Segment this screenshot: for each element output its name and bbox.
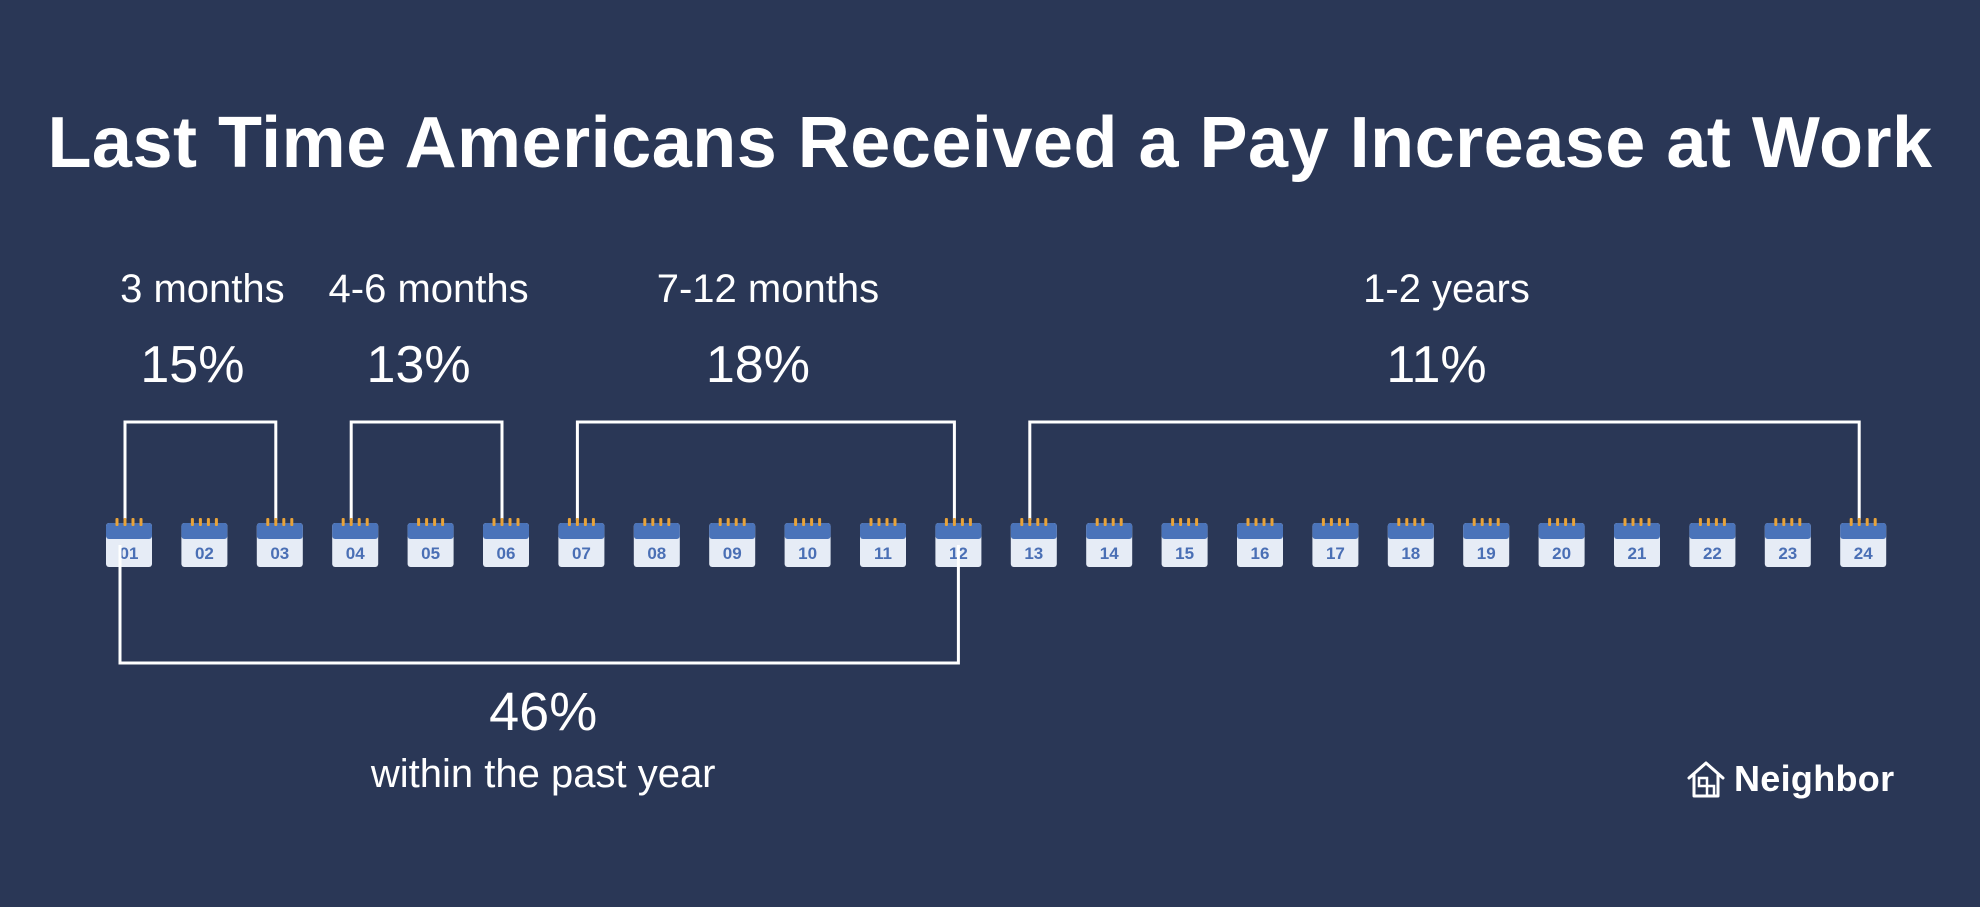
group-bracket (575, 420, 956, 520)
calendar-month-label: 06 (497, 544, 516, 563)
calendar-icon: 17 (1312, 518, 1359, 567)
group-label: 4-6 months (329, 267, 529, 311)
calendar-month-label: 23 (1778, 544, 1797, 563)
brand-logo: Neighbor (1686, 756, 1894, 802)
brand-name: Neighbor (1734, 758, 1895, 799)
calendar-icon: 09 (709, 518, 756, 567)
calendar-month-label: 15 (1175, 544, 1194, 563)
group-value: 13% (367, 336, 471, 394)
calendar-month-label: 13 (1024, 544, 1043, 563)
calendar-month-label: 19 (1477, 544, 1496, 563)
calendar-icon: 18 (1387, 518, 1434, 567)
calendar-month-label: 05 (421, 544, 440, 563)
group-labels: 3 months 15% 4-6 months 13% 7-12 months 18% 1-… (120, 267, 1530, 394)
calendar-month-label: 14 (1100, 544, 1119, 563)
group-bracket (349, 420, 504, 520)
calendar-month-label: 18 (1401, 544, 1420, 563)
calendar-icon: 05 (407, 518, 454, 567)
calendar-month-label: 16 (1251, 544, 1270, 563)
group-label: 1-2 years (1363, 267, 1530, 311)
calendar-month-label: 03 (270, 544, 289, 563)
group-value: 15% (140, 336, 244, 394)
calendar-month-label: 22 (1703, 544, 1722, 563)
summary-bracket (118, 545, 960, 665)
group-value: 18% (706, 336, 810, 394)
calendar-icon: 16 (1237, 518, 1283, 567)
calendar-icon: 04 (332, 518, 379, 567)
calendar-month-label: 02 (195, 544, 214, 563)
calendar-icon: 06 (483, 518, 529, 567)
calendar-icon: 15 (1161, 518, 1208, 567)
calendar-month-label: 04 (346, 544, 365, 563)
summary-value: 46% (489, 682, 597, 742)
group-brackets (123, 420, 1861, 520)
calendar-month-label: 10 (798, 544, 817, 563)
calendar-month-label: 17 (1326, 544, 1345, 563)
calendar-icon: 24 (1840, 518, 1887, 567)
calendar-icon: 07 (558, 518, 605, 567)
calendar-month-label: 08 (647, 544, 666, 563)
calendar-row: 01 02 03 04 05 06 07 08 09 10 11 12 13 14 15 16 17 18 19 20… (106, 518, 1887, 567)
summary-label: within the past year (370, 752, 716, 796)
calendar-month-label: 01 (120, 544, 139, 563)
calendar-icon: 23 (1764, 518, 1811, 567)
calendar-month-label: 09 (723, 544, 742, 563)
group-label: 3 months (120, 267, 285, 311)
calendar-icon: 21 (1614, 518, 1660, 567)
calendar-icon: 01 (106, 518, 152, 567)
calendar-icon: 20 (1538, 518, 1585, 567)
calendar-icon: 02 (181, 518, 228, 567)
group-bracket (1028, 420, 1861, 520)
chart-title: Last Time Americans Received a Pay Incre… (47, 103, 1933, 183)
calendar-icon: 03 (256, 518, 303, 567)
calendar-icon: 13 (1010, 518, 1057, 567)
calendar-month-label: 21 (1628, 544, 1647, 563)
group-bracket (123, 420, 278, 520)
calendar-month-label: 07 (572, 544, 591, 563)
house-icon (1687, 761, 1725, 798)
calendar-icon: 08 (633, 518, 680, 567)
group-value: 11% (1386, 336, 1486, 394)
calendar-month-label: 11 (874, 544, 892, 563)
calendar-icon: 19 (1463, 518, 1510, 567)
calendar-month-label: 24 (1854, 544, 1873, 563)
calendar-icon: 11 (860, 518, 906, 567)
group-label: 7-12 months (657, 267, 879, 311)
calendar-icon: 10 (784, 518, 831, 567)
calendar-icon: 14 (1086, 518, 1133, 567)
calendar-icon: 22 (1689, 518, 1736, 567)
summary: 46% within the past year (118, 545, 960, 796)
calendar-month-label: 20 (1552, 544, 1571, 563)
